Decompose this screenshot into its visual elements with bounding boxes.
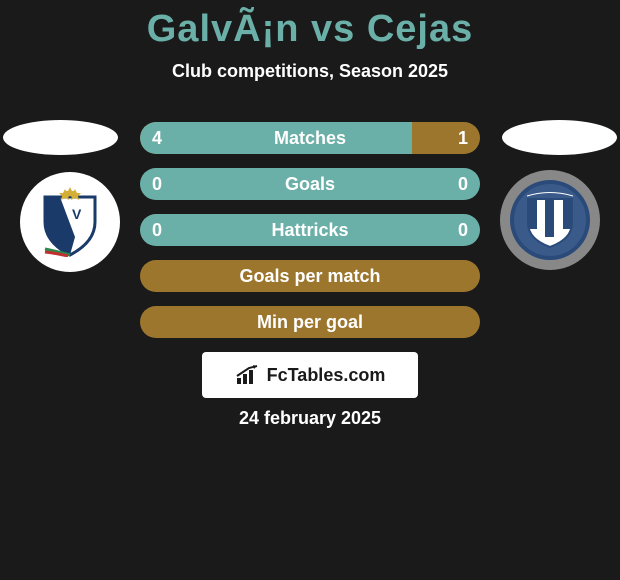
stat-label: Matches	[140, 122, 480, 154]
branding-text: FcTables.com	[267, 365, 386, 386]
page-subtitle: Club competitions, Season 2025	[0, 61, 620, 82]
fctables-chart-icon	[235, 364, 261, 386]
stat-row-min-per-goal: Min per goal	[140, 306, 480, 338]
stat-row-goals: 0 Goals 0	[140, 168, 480, 200]
date-label: 24 february 2025	[0, 408, 620, 429]
stat-value-right: 0	[458, 214, 468, 246]
stat-value-right: 0	[458, 168, 468, 200]
player-photo-placeholder-left	[3, 120, 118, 155]
club-badge-right	[500, 170, 600, 270]
stat-row-hattricks: 0 Hattricks 0	[140, 214, 480, 246]
stat-row-goals-per-match: Goals per match	[140, 260, 480, 292]
stat-label: Goals per match	[140, 260, 480, 292]
stat-label: Min per goal	[140, 306, 480, 338]
stat-label: Hattricks	[140, 214, 480, 246]
branding-box: FcTables.com	[202, 352, 418, 398]
stat-value-right: 1	[458, 122, 468, 154]
stats-bars: 4 Matches 1 0 Goals 0 0 Hattricks 0 Goal…	[140, 122, 480, 352]
stat-label: Goals	[140, 168, 480, 200]
stat-row-matches: 4 Matches 1	[140, 122, 480, 154]
player-photo-placeholder-right	[502, 120, 617, 155]
svg-text:V: V	[72, 206, 82, 222]
velez-shield-icon: V	[40, 187, 100, 257]
page-title: GalvÃ¡n vs Cejas	[0, 0, 620, 51]
godoy-cruz-icon	[510, 180, 590, 260]
club-badge-left: V	[20, 172, 120, 272]
